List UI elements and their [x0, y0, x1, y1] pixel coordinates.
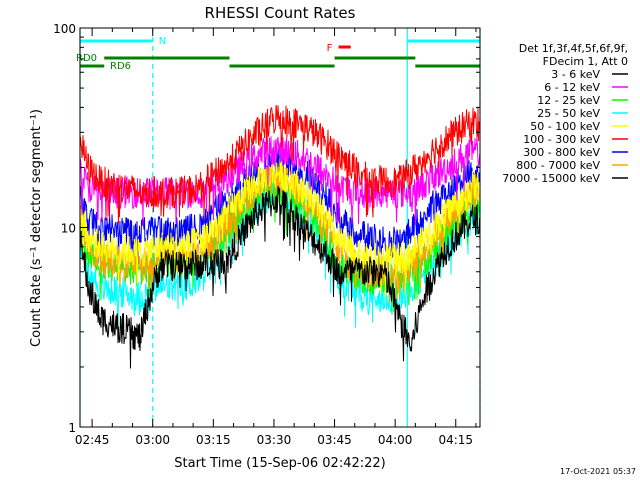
- series-1-line: [80, 134, 480, 227]
- legend-title-line-1: FDecim 1, Att 0: [543, 55, 628, 68]
- x-tick-label-2: 03:15: [196, 433, 231, 447]
- y-tick-label-1: 10: [61, 222, 76, 236]
- rd0-label: RD0: [76, 53, 97, 64]
- legend-label-4: 50 - 100 keV: [530, 120, 600, 133]
- legend-label-1: 6 - 12 keV: [544, 81, 600, 94]
- y-axis-label: Count Rate (s⁻¹ detector segment⁻¹): [29, 109, 44, 347]
- rd6-label: RD6: [110, 61, 131, 72]
- chart-title: RHESSI Count Rates: [205, 4, 356, 22]
- y-tick-label-2: 100: [53, 22, 76, 36]
- legend-label-0: 3 - 6 keV: [551, 68, 600, 81]
- legend-label-7: 800 - 7000 keV: [516, 159, 600, 172]
- legend-title-line-0: Det 1f,3f,4f,5f,6f,9f,: [519, 42, 628, 55]
- series-5-line: [80, 104, 480, 225]
- series-0-line: [80, 185, 480, 369]
- x-tick-label-0: 02:45: [75, 433, 110, 447]
- legend-label-6: 300 - 800 keV: [523, 146, 600, 159]
- y-tick-label-0: 1: [68, 421, 76, 435]
- legend-label-8: 7000 - 15000 keV: [502, 172, 600, 185]
- legend-label-3: 25 - 50 keV: [537, 107, 600, 120]
- x-tick-label-1: 03:00: [135, 433, 170, 447]
- x-tick-label-3: 03:30: [257, 433, 292, 447]
- series-layer: [80, 104, 480, 369]
- x-tick-label-6: 04:15: [438, 433, 473, 447]
- n-marker-label: N: [159, 36, 166, 47]
- f-marker-label: F: [327, 43, 333, 54]
- x-axis-label: Start Time (15-Sep-06 02:42:22): [174, 456, 385, 471]
- legend-label-2: 12 - 25 keV: [537, 94, 600, 107]
- legend-label-5: 100 - 300 keV: [523, 133, 600, 146]
- x-tick-label-4: 03:45: [317, 433, 352, 447]
- footer-date: 17-Oct-2021 05:37: [560, 467, 636, 476]
- x-tick-label-5: 04:00: [378, 433, 413, 447]
